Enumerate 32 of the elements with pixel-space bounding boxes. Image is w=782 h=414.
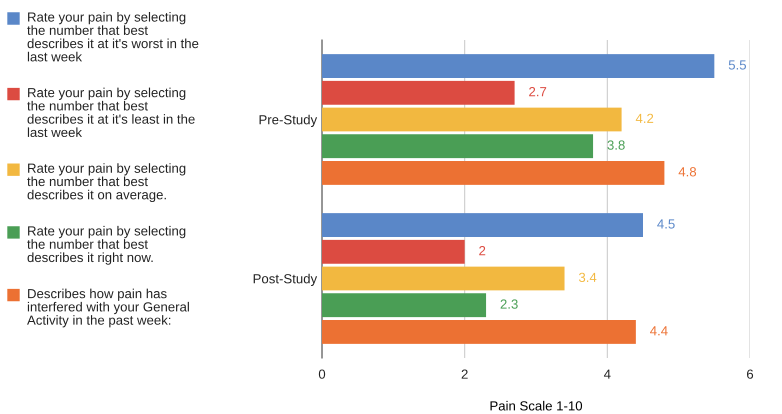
bar <box>322 161 664 185</box>
data-label: 2.7 <box>529 86 546 96</box>
data-label: 3.4 <box>578 272 596 282</box>
data-label: 4.4 <box>650 326 668 336</box>
bar <box>322 240 465 264</box>
legend-label: Describes how pain has interfered with your General Activity in the past week: <box>27 288 189 328</box>
data-label: 3.8 <box>607 140 625 150</box>
x-tick-label: 6 <box>747 369 754 379</box>
bar <box>322 134 594 158</box>
bar <box>322 108 622 132</box>
bar <box>322 80 515 105</box>
x-axis-title: Pain Scale 1-10 <box>490 400 582 411</box>
y-tick-label: Post-Study <box>254 274 318 286</box>
legend-label: Rate your pain by selecting the number that best describes it on average. <box>27 163 186 202</box>
x-tick-label: 0 <box>318 369 326 379</box>
legend-label: Rate your pain by selecting the number that best describes it at it's least in the last week <box>27 88 195 138</box>
data-label: 2.3 <box>500 299 518 309</box>
data-label: 4.5 <box>657 219 675 229</box>
data-label: 4.2 <box>636 114 654 123</box>
bar <box>322 213 643 237</box>
bar <box>322 320 636 344</box>
x-tick-label: 2 <box>462 369 468 379</box>
data-label: 2 <box>479 246 486 256</box>
bar <box>322 293 486 318</box>
data-label: 5.5 <box>728 60 746 70</box>
bar <box>322 266 565 290</box>
bar <box>322 54 714 78</box>
y-tick-label: Pre-Study <box>260 114 318 128</box>
data-label: 4.8 <box>678 167 696 176</box>
legend-label: Rate your pain by selecting the number that best describes it at it's worst in the last week <box>27 12 198 62</box>
legend-label: Rate your pain by selecting the number that best describes it right now. <box>27 226 186 265</box>
x-tick-label: 4 <box>604 370 611 379</box>
